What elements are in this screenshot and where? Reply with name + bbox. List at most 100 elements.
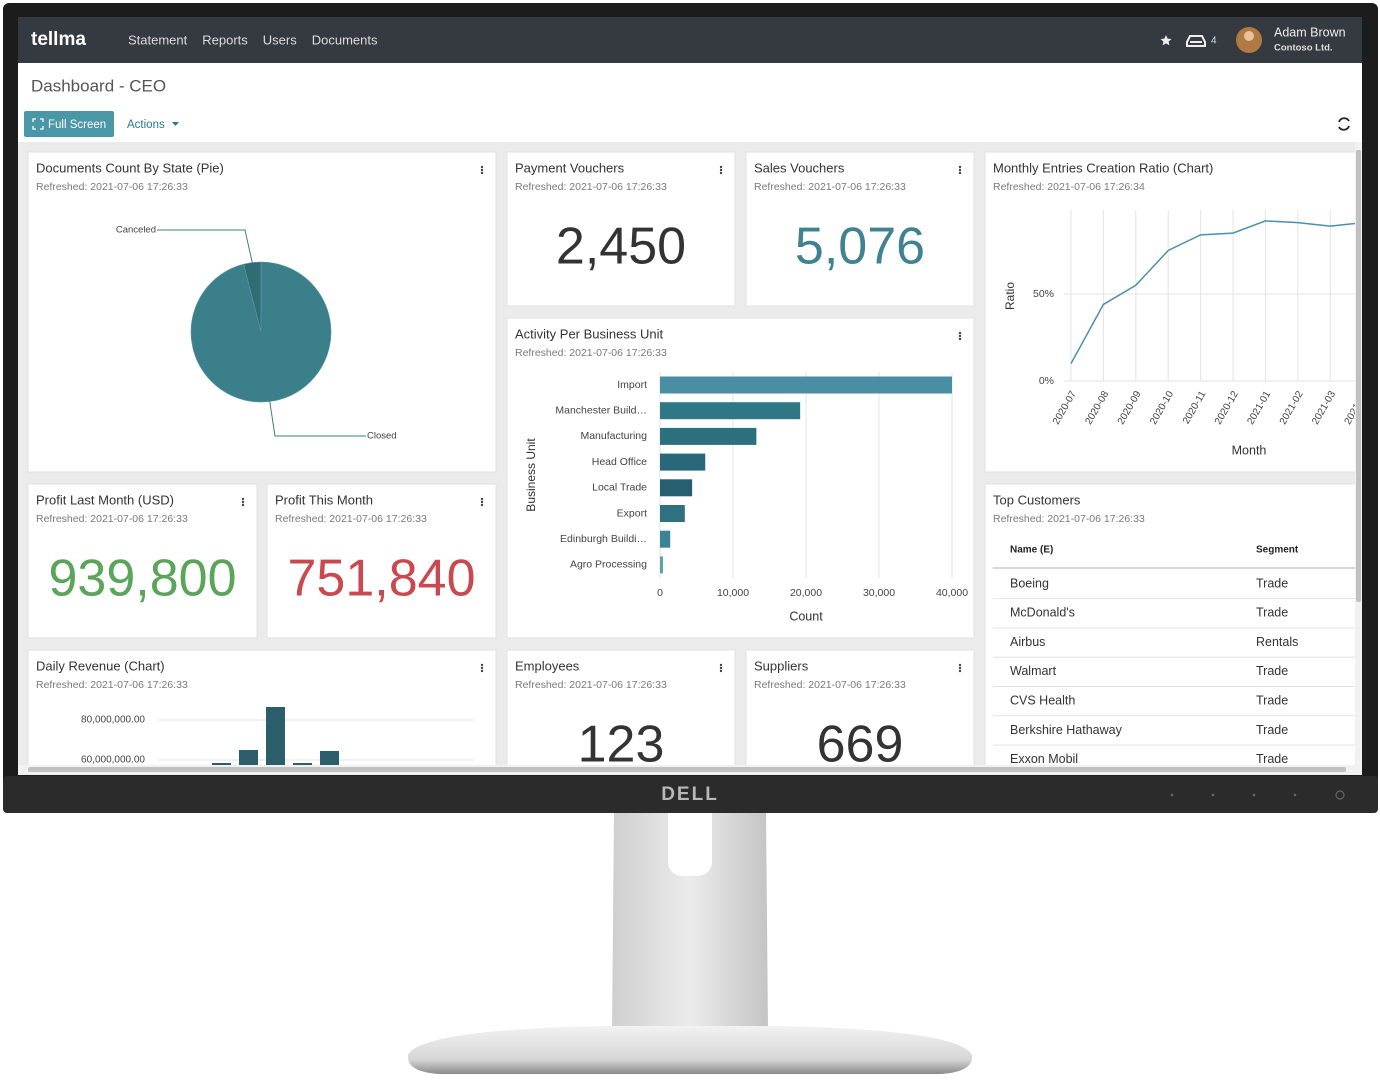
- v-scroll-thumb[interactable]: [1356, 150, 1361, 602]
- h-scroll-thumb[interactable]: [28, 767, 1346, 772]
- card-bg: [745, 151, 975, 307]
- card-menu[interactable]: [480, 497, 484, 501]
- y-tick-label: 60,000,000.00: [81, 755, 145, 766]
- widget-card: Top Customers Refreshed: 2021-07-06 17:26…: [984, 483, 1358, 775]
- actions-button[interactable]: Actions: [127, 119, 165, 131]
- y-tick-label: Import: [617, 379, 647, 391]
- card-menu[interactable]: [958, 669, 962, 673]
- table-cell: Trade: [1256, 723, 1288, 737]
- x-axis-label: Month: [1232, 443, 1267, 457]
- brand-logo: DELL: [661, 784, 719, 805]
- card-refreshed: Refreshed: 2021-07-06 17:26:33: [36, 181, 188, 193]
- card-menu[interactable]: [480, 171, 484, 175]
- dashboard-grid: Documents Count By State (Pie) Refreshed:…: [27, 151, 1362, 775]
- card-menu[interactable]: [480, 168, 484, 172]
- full-screen-icon: [32, 118, 44, 130]
- card-menu[interactable]: [241, 497, 245, 501]
- card-title: Profit Last Month (USD): [36, 492, 174, 507]
- page-title: Dashboard - CEO: [31, 76, 166, 95]
- card-menu[interactable]: [958, 663, 962, 667]
- card-menu[interactable]: [719, 666, 723, 670]
- card-bg: [984, 483, 1358, 775]
- nav-link[interactable]: Users: [263, 32, 297, 47]
- y-tick-label: Export: [617, 507, 647, 519]
- card-title: Sales Vouchers: [754, 160, 845, 175]
- card-menu[interactable]: [480, 666, 484, 670]
- card-bg: [27, 649, 497, 775]
- full-screen-label: Full Screen: [48, 119, 106, 131]
- card-refreshed: Refreshed: 2021-07-06 17:26:34: [993, 181, 1145, 193]
- y-axis-label: Business Unit: [524, 438, 538, 512]
- card-title: Daily Revenue (Chart): [36, 658, 165, 673]
- nav-link[interactable]: Statement: [128, 32, 188, 47]
- y-tick-label: Manchester Build…: [555, 404, 647, 416]
- table-cell: Walmart: [1010, 664, 1057, 678]
- card-menu[interactable]: [480, 663, 484, 667]
- card-menu[interactable]: [719, 669, 723, 673]
- card-menu[interactable]: [958, 168, 962, 172]
- y-tick-label: Edinburgh Buildi…: [560, 533, 647, 545]
- bar: [660, 402, 801, 420]
- card-menu[interactable]: [241, 503, 245, 507]
- pie-label: Canceled: [116, 225, 156, 236]
- card-menu[interactable]: [958, 171, 962, 175]
- top-nav: [18, 17, 1362, 63]
- company-name: Contoso Ltd.: [1274, 43, 1333, 54]
- card-menu[interactable]: [480, 503, 484, 507]
- card-bg: [506, 317, 975, 639]
- x-axis-label: Count: [789, 609, 823, 623]
- card-menu[interactable]: [719, 663, 723, 667]
- card-refreshed: Refreshed: 2021-07-06 17:26:33: [993, 513, 1145, 525]
- table-cell: McDonald's: [1010, 606, 1075, 620]
- card-menu[interactable]: [480, 500, 484, 504]
- bar: [660, 505, 685, 522]
- bar: [266, 707, 285, 775]
- table-cell: Trade: [1256, 576, 1288, 590]
- card-bg: [27, 483, 258, 639]
- table-cell: Exxon Mobil: [1010, 752, 1078, 766]
- card-bg: [745, 649, 975, 775]
- x-tick-label: 20,000: [790, 587, 822, 599]
- card-menu[interactable]: [719, 168, 723, 172]
- card-menu[interactable]: [958, 666, 962, 670]
- refresh-icon[interactable]: [1338, 117, 1350, 131]
- card-menu[interactable]: [480, 669, 484, 673]
- stand-neck: [612, 810, 768, 1032]
- y-tick-label: Agro Processing: [570, 559, 647, 571]
- line-series: [1070, 220, 1362, 364]
- card-menu[interactable]: [719, 165, 723, 169]
- widget-card: Employees Refreshed: 2021-07-06 17:26:33 1…: [506, 649, 736, 775]
- nav-link[interactable]: Reports: [202, 32, 248, 47]
- table-cell: Trade: [1256, 664, 1288, 678]
- card-refreshed: Refreshed: 2021-07-06 17:26:33: [754, 679, 906, 691]
- card-title: Payment Vouchers: [515, 160, 625, 175]
- nav-link[interactable]: Documents: [312, 32, 378, 47]
- card-menu[interactable]: [958, 331, 962, 335]
- inbox-icon[interactable]: [1186, 35, 1206, 47]
- monitor-buttons: [1170, 790, 1345, 800]
- widget-card: Payment Vouchers Refreshed: 2021-07-06 17…: [506, 151, 736, 307]
- kpi-value: 939,800: [49, 550, 237, 608]
- favorites-icon[interactable]: [1160, 35, 1172, 46]
- y-axis-label: Ratio: [1003, 282, 1017, 310]
- pie-leader: [157, 229, 253, 263]
- card-refreshed: Refreshed: 2021-07-06 17:26:33: [515, 347, 667, 359]
- full-screen-button[interactable]: [24, 111, 114, 137]
- table-cell: Berkshire Hathaway: [1010, 723, 1123, 737]
- card-bg: [506, 649, 736, 775]
- user-name[interactable]: Adam Brown: [1274, 25, 1346, 39]
- card-menu[interactable]: [241, 500, 245, 504]
- table-cell: Airbus: [1010, 635, 1045, 649]
- card-title: Top Customers: [993, 492, 1081, 507]
- table-header: Segment: [1256, 545, 1299, 556]
- y-tick-label: Local Trade: [592, 482, 647, 494]
- page-header: [18, 63, 1362, 142]
- card-menu[interactable]: [480, 165, 484, 169]
- card-menu[interactable]: [958, 165, 962, 169]
- card-menu[interactable]: [958, 337, 962, 341]
- card-menu[interactable]: [719, 171, 723, 175]
- table-cell: CVS Health: [1010, 693, 1075, 707]
- card-title: Profit This Month: [275, 492, 373, 507]
- card-menu[interactable]: [958, 334, 962, 338]
